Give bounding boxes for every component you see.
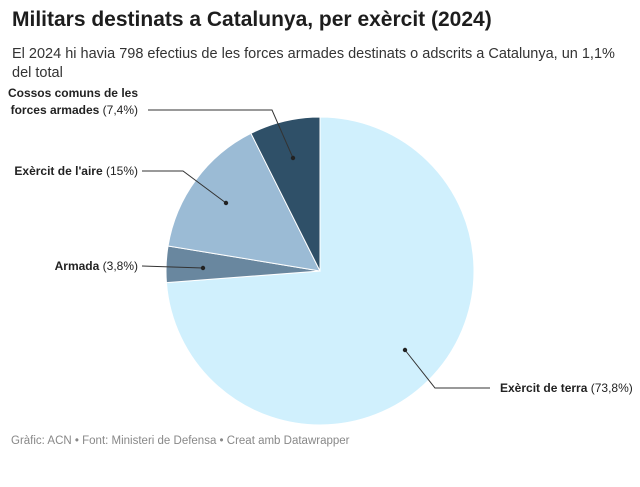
leader-line-cossos-comuns [148,109,294,159]
slice-label-armada: Armada (3,8%) [55,259,138,273]
leader-line-exercit-de-laire [142,170,227,204]
slice-label-text: Armada (3,8%) [55,259,138,273]
leader-line-armada [141,265,204,269]
pie-slice-cossos-comuns [250,116,321,272]
slice-label-text: Exèrcit de l'aire (15%) [14,164,138,178]
footer-credits: Gràfic: ACN • Font: Ministeri de Defensa… [11,435,350,447]
leader-dot-exercit-de-terra [402,347,408,353]
chart-title: Militars destinats a Catalunya, per exèr… [12,8,492,31]
slice-label-cossos-comuns: Cossos comuns de les forces armades (7,4%… [8,86,138,117]
slice-value: (73,8%) [587,381,632,395]
pie-slice-exercit-de-laire [167,132,321,272]
slice-value: (7,4%) [99,103,138,117]
leader-dot-cossos-comuns [290,155,296,161]
slice-value: (3,8%) [99,259,138,273]
slice-label-exercit-de-terra: Exèrcit de terra (73,8%) [500,381,633,395]
slice-label-exercit-de-laire: Exèrcit de l'aire (15%) [14,164,138,178]
slice-label-text: forces armades (7,4%) [11,103,138,117]
chart-subtitle: El 2024 hi havia 798 efectius de les for… [12,46,615,81]
slice-label-text: Cossos comuns de les [8,86,138,100]
leader-dot-armada [200,265,206,271]
slice-value: (15%) [103,164,138,178]
leader-line-exercit-de-terra [404,349,490,389]
leader-dot-exercit-de-laire [223,200,229,206]
slice-label-text: Exèrcit de terra (73,8%) [500,381,633,395]
